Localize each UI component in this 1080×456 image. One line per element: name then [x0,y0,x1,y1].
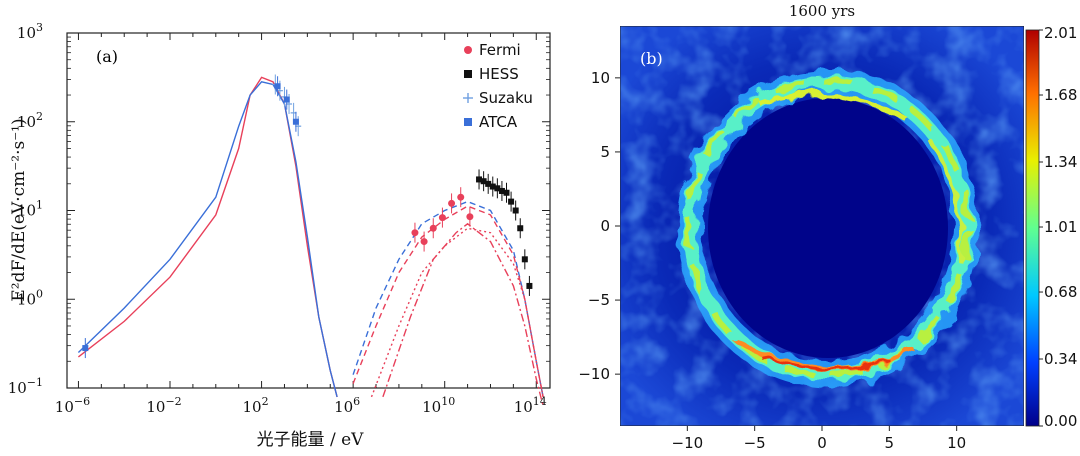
point-hess [489,176,496,197]
panel-a-tick-marks [67,32,550,389]
point-fermi [420,231,428,252]
b-y-tick-label: −5 [588,291,610,309]
point-fermi [448,193,456,214]
panel-b-heatmap-image [620,26,1024,426]
b-y-tick-label: 10 [591,69,610,87]
legend-entry-suzaku: Suzaku [463,89,533,107]
point-fermi [466,206,474,227]
legend-entry-atca: ATCA [464,113,518,131]
panel-a-data-points [82,74,533,359]
panel-b-colorbar [1025,29,1040,427]
panel-b-density-map: 1600 yrs −10 −5 0 5 10 10 5 0 −5 −10 (b) 2.01 1.68… [578,2,1077,452]
x-tick-label: 1014 [514,395,547,416]
b-y-tick-label: 0 [600,217,610,235]
curve-pion-red-dashdot [382,222,544,406]
curve-ic-red-dotted [370,227,544,398]
panel-a-model-curves [77,76,544,406]
panel-b-axis-ticks: −10 −5 0 5 10 10 5 0 −5 −10 [578,69,966,452]
point-atca [283,89,290,110]
panel-a-label: (a) [96,47,118,66]
panel-b-title: 1600 yrs [789,2,855,20]
x-tick-label: 1010 [422,395,455,416]
point-hess [485,173,492,194]
point-atca [274,76,281,97]
b-y-tick-label: 5 [600,143,610,161]
svg-text:HESS: HESS [479,65,519,83]
y-tick-label: 103 [17,21,43,42]
panel-a-x-axis-label: 光子能量 / eV [257,430,365,450]
point-fermi [457,187,465,208]
colorbar-tick-label: 0.00 [1044,412,1077,430]
b-x-tick-label: −10 [672,434,704,452]
point-hess [503,182,510,203]
b-x-tick-label: 10 [947,434,966,452]
point-hess [512,200,519,221]
panel-b-label: (b) [640,49,663,68]
colorbar-tick-label: 0.68 [1044,283,1077,301]
panel-b-inner-void [708,98,948,358]
svg-text:Suzaku: Suzaku [479,89,533,107]
point-hess [521,249,528,270]
colorbar-tick-label: 0.34 [1044,350,1077,368]
b-y-tick-label: −10 [578,365,610,383]
point-hess [517,218,524,239]
point-atca [292,111,299,132]
curve-ic-blue-dashed [352,200,544,398]
point-fermi [411,222,419,243]
legend-entry-hess: HESS [464,65,519,83]
b-x-tick-label: −5 [744,434,766,452]
panel-b-shock-ring [677,69,979,387]
panel-a-y-axis-label: E²dF/dE(eV·cm⁻²·s⁻¹) [9,118,29,301]
point-hess [526,275,533,296]
x-tick-label: 10−2 [146,395,181,416]
point-atca [82,338,89,359]
x-tick-label: 102 [243,395,269,416]
panel-a-legend: Fermi HESS Suzaku ATCA [463,41,533,131]
point-hess [498,180,505,201]
curve-synchrotron-blue [77,81,338,398]
y-tick-label: 10−1 [8,376,43,397]
point-hess [476,169,483,190]
panel-b-colorbar-ticks: 2.01 1.68 1.34 1.01 0.68 0.34 0.00 [1039,24,1077,430]
b-x-tick-label: 5 [885,434,895,452]
point-fermi [429,218,437,239]
colorbar-tick-label: 1.34 [1044,153,1077,171]
colorbar-tick-label: 1.01 [1044,218,1077,236]
panel-a-plot-frame [66,32,551,389]
b-x-tick-label: 0 [817,434,827,452]
x-tick-label: 106 [334,395,360,416]
curve-ic-red-dashed [352,205,544,398]
x-tick-label: 10−6 [55,395,90,416]
point-hess [508,191,515,212]
point-hess [494,178,501,199]
point-fermi [438,207,446,228]
legend-entry-fermi: Fermi [464,41,521,59]
colorbar-tick-label: 1.68 [1044,86,1077,104]
svg-text:ATCA: ATCA [479,113,518,131]
colorbar-tick-label: 2.01 [1044,24,1077,42]
svg-text:Fermi: Fermi [479,41,521,59]
point-hess [480,171,487,192]
